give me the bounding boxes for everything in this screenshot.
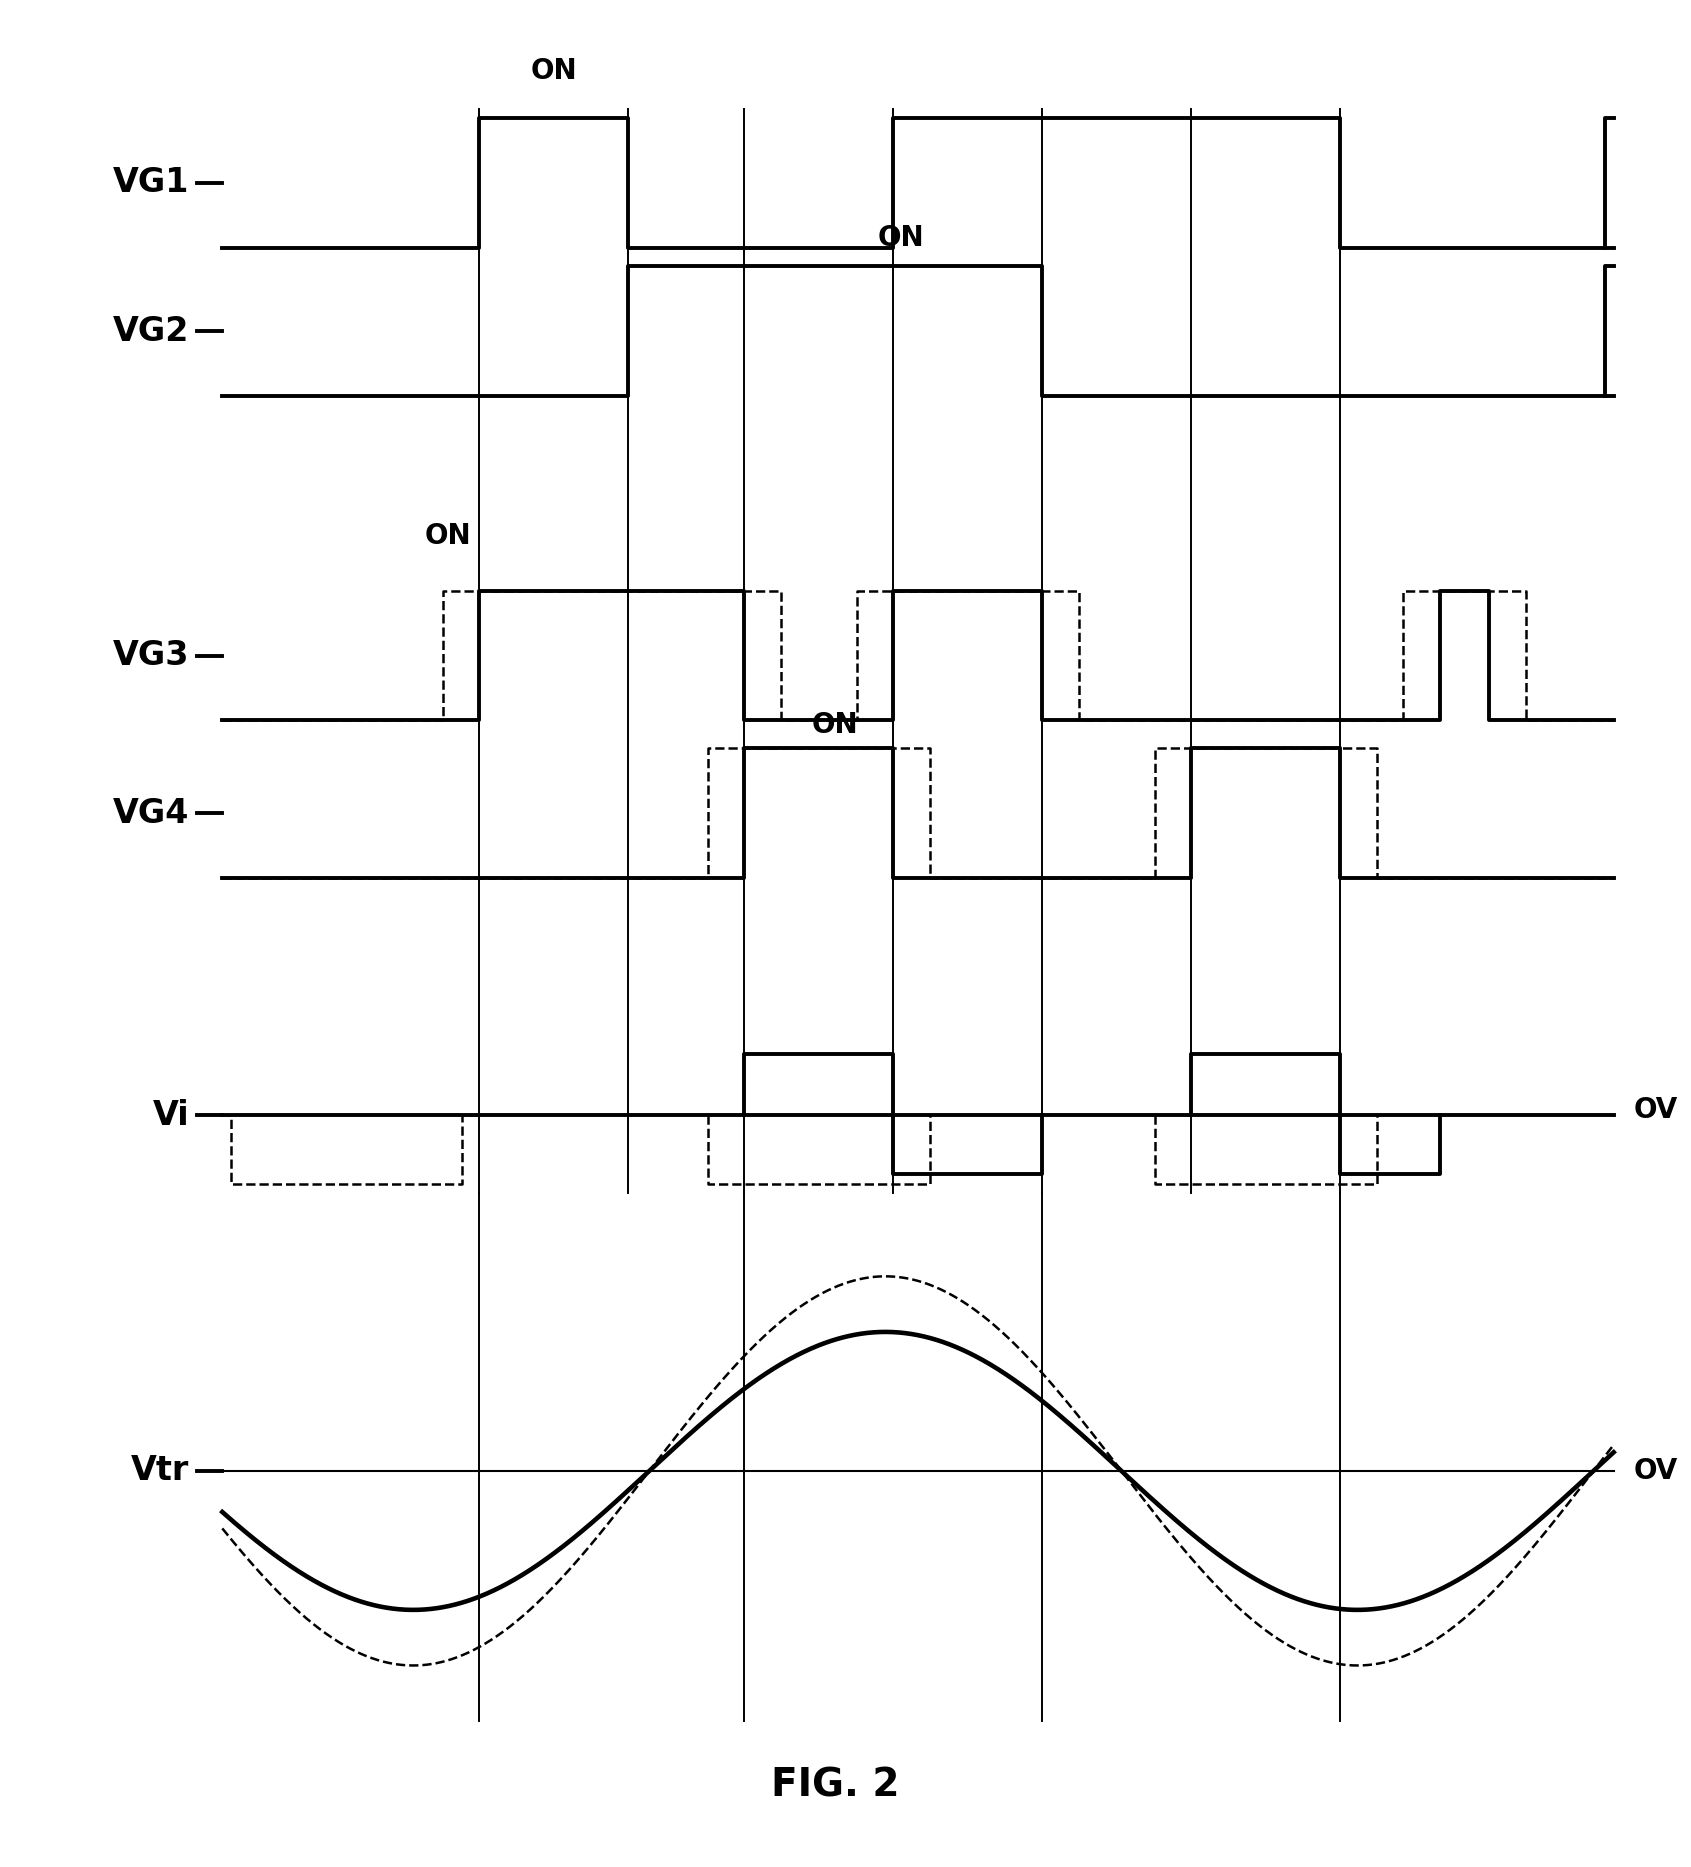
Text: FIG. 2: FIG. 2	[771, 1766, 900, 1805]
Text: VG4: VG4	[113, 797, 189, 829]
Text: VG3: VG3	[113, 639, 189, 672]
Text: OV: OV	[1634, 1096, 1677, 1124]
Text: Vi: Vi	[152, 1098, 189, 1131]
Text: Vtr: Vtr	[130, 1454, 189, 1488]
Text: ON: ON	[878, 224, 925, 252]
Text: ON: ON	[424, 523, 470, 551]
Text: VG2: VG2	[113, 316, 189, 347]
Text: OV: OV	[1634, 1456, 1677, 1484]
Text: ON: ON	[531, 56, 577, 84]
Text: VG1: VG1	[113, 166, 189, 200]
Text: ON: ON	[812, 711, 859, 739]
